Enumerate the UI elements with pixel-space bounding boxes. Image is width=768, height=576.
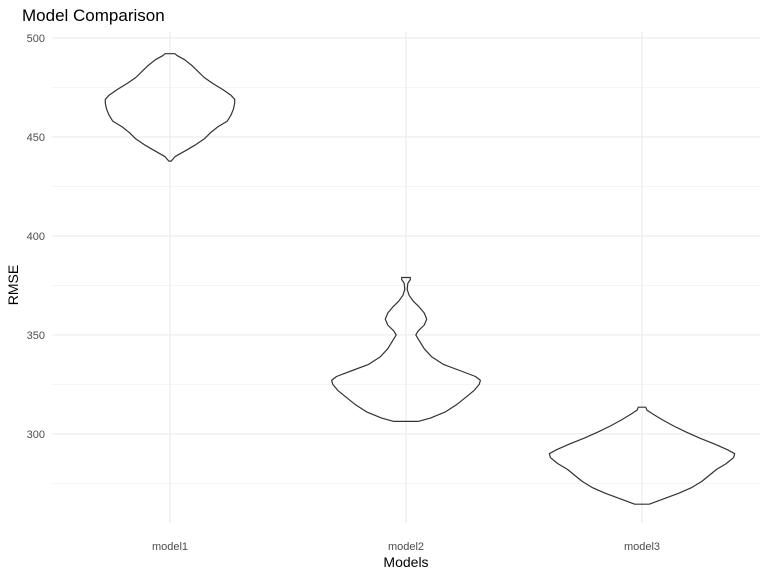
y-tick-label: 500 [27,33,45,45]
x-tick-label: model3 [624,541,660,553]
y-axis-ticks: 300 350 400 450 500 [27,33,45,441]
y-tick-label: 350 [27,330,45,342]
x-axis-ticks: model1 model2 model3 [152,541,660,553]
x-tick-label: model1 [152,541,188,553]
violin-model3 [548,406,736,505]
violins [104,53,736,505]
violin-model1 [104,53,236,162]
chart-title: Model Comparison [22,6,165,25]
y-tick-label: 450 [27,132,45,144]
violin-model2 [331,276,481,422]
y-tick-label: 300 [27,429,45,441]
y-axis-title: RMSE [5,265,21,305]
x-tick-label: model2 [388,541,424,553]
y-tick-label: 400 [27,231,45,243]
grid [52,32,760,523]
x-axis-title: Models [383,554,428,570]
